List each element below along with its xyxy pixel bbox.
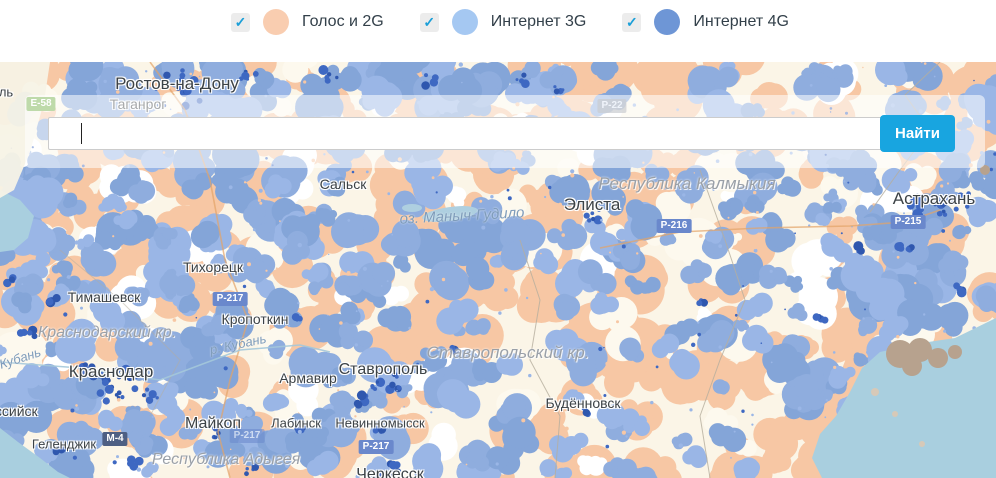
search-input[interactable] bbox=[48, 117, 888, 150]
legend-checkbox-4g[interactable]: ✓ bbox=[622, 12, 642, 32]
legend-item-3g: ✓ Интернет 3G bbox=[419, 9, 587, 35]
text-caret bbox=[81, 123, 82, 144]
legend-checkbox-3g[interactable]: ✓ bbox=[419, 12, 439, 32]
legend-item-2g: ✓ Голос и 2G bbox=[231, 9, 384, 35]
search-button[interactable]: Найти bbox=[880, 115, 955, 152]
coverage-swatch-2g bbox=[263, 9, 290, 35]
legend-item-4g: ✓ Интернет 4G bbox=[622, 9, 789, 35]
coverage-map[interactable]: Ростов-на-ДонуТаганрогльСальскЭлистаАстр… bbox=[0, 62, 996, 478]
legend-label-4g: Интернет 4G bbox=[693, 13, 789, 30]
coverage-swatch-4g bbox=[654, 9, 681, 35]
legend-label-3g: Интернет 3G bbox=[490, 13, 587, 30]
coverage-legend: ✓ Голос и 2G ✓ Интернет 3G ✓ Интернет 4G bbox=[0, 0, 996, 44]
search-overlay: Найти bbox=[25, 95, 985, 168]
coverage-swatch-3g bbox=[451, 9, 478, 35]
legend-label-2g: Голос и 2G bbox=[302, 13, 384, 30]
legend-checkbox-2g[interactable]: ✓ bbox=[231, 12, 251, 32]
